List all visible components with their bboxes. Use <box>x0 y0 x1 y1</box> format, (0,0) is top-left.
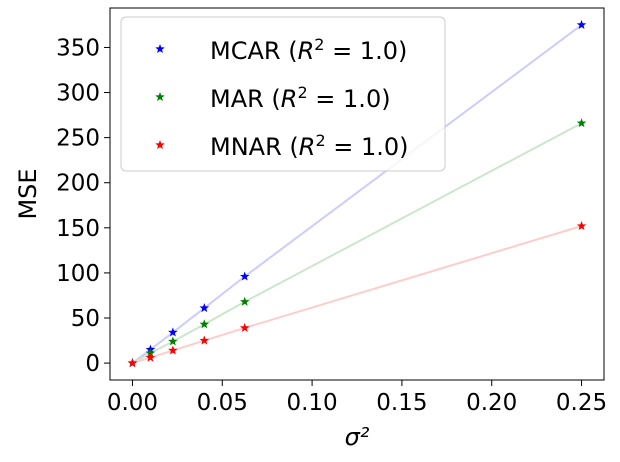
plot-frame <box>109 7 605 381</box>
data-point-mar <box>576 118 587 128</box>
x-axis-label: σ² <box>345 423 370 451</box>
x-tick-label: 0.15 <box>376 390 427 416</box>
data-point-mnar <box>145 352 156 362</box>
x-axis: 0.00 0.05 0.10 0.15 0.20 0.25 <box>107 380 607 416</box>
data-point-mnar <box>127 358 138 368</box>
y-tick-label: 350 <box>56 35 100 61</box>
data-point-mcar <box>199 303 210 313</box>
legend-label-mnar: MNAR (R2 = 1.0) <box>210 131 409 161</box>
data-point-mnar <box>199 335 210 345</box>
data-point-mcar <box>168 327 178 337</box>
legend: MCAR (R2 = 1.0) MAR (R2 = 1.0) MNAR (R2 = … <box>120 16 446 172</box>
data-point-mnar <box>239 322 250 332</box>
data-point-mcar <box>576 19 587 29</box>
y-tick-label: 100 <box>56 261 100 287</box>
x-tick-label: 0.20 <box>466 390 517 416</box>
data-markers <box>127 19 587 368</box>
y-tick-label: 50 <box>71 306 100 332</box>
y-tick-label: 300 <box>56 81 100 107</box>
fit-line-mnar <box>132 225 582 365</box>
legend-box <box>120 16 446 172</box>
legend-marker-mnar <box>155 140 165 150</box>
data-point-mar <box>168 336 178 346</box>
y-tick-label: 250 <box>56 126 100 152</box>
legend-marker-mar <box>155 92 165 102</box>
x-tick-label: 0.25 <box>556 390 607 416</box>
fit-line-mar <box>131 122 583 364</box>
y-tick-label: 150 <box>56 216 100 242</box>
y-tick-label: 200 <box>56 171 100 197</box>
legend-label-mar: MAR (R2 = 1.0) <box>210 83 391 113</box>
data-point-mnar <box>576 221 587 231</box>
legend-label-mcar: MCAR (R2 = 1.0) <box>210 35 407 65</box>
x-tick-label: 0.10 <box>286 390 337 416</box>
x-tick-label: 0.05 <box>197 390 248 416</box>
data-point-mar <box>239 296 250 306</box>
data-point-mar <box>199 319 210 329</box>
y-axis: 0 50 100 150 200 250 300 350 <box>56 35 110 377</box>
data-point-mcar <box>239 271 250 281</box>
x-tick-label: 0.00 <box>107 390 158 416</box>
legend-marker-mcar <box>155 44 165 54</box>
data-point-mnar <box>168 345 178 355</box>
y-tick-label: 0 <box>85 351 100 377</box>
y-axis-label: MSE <box>14 168 42 219</box>
